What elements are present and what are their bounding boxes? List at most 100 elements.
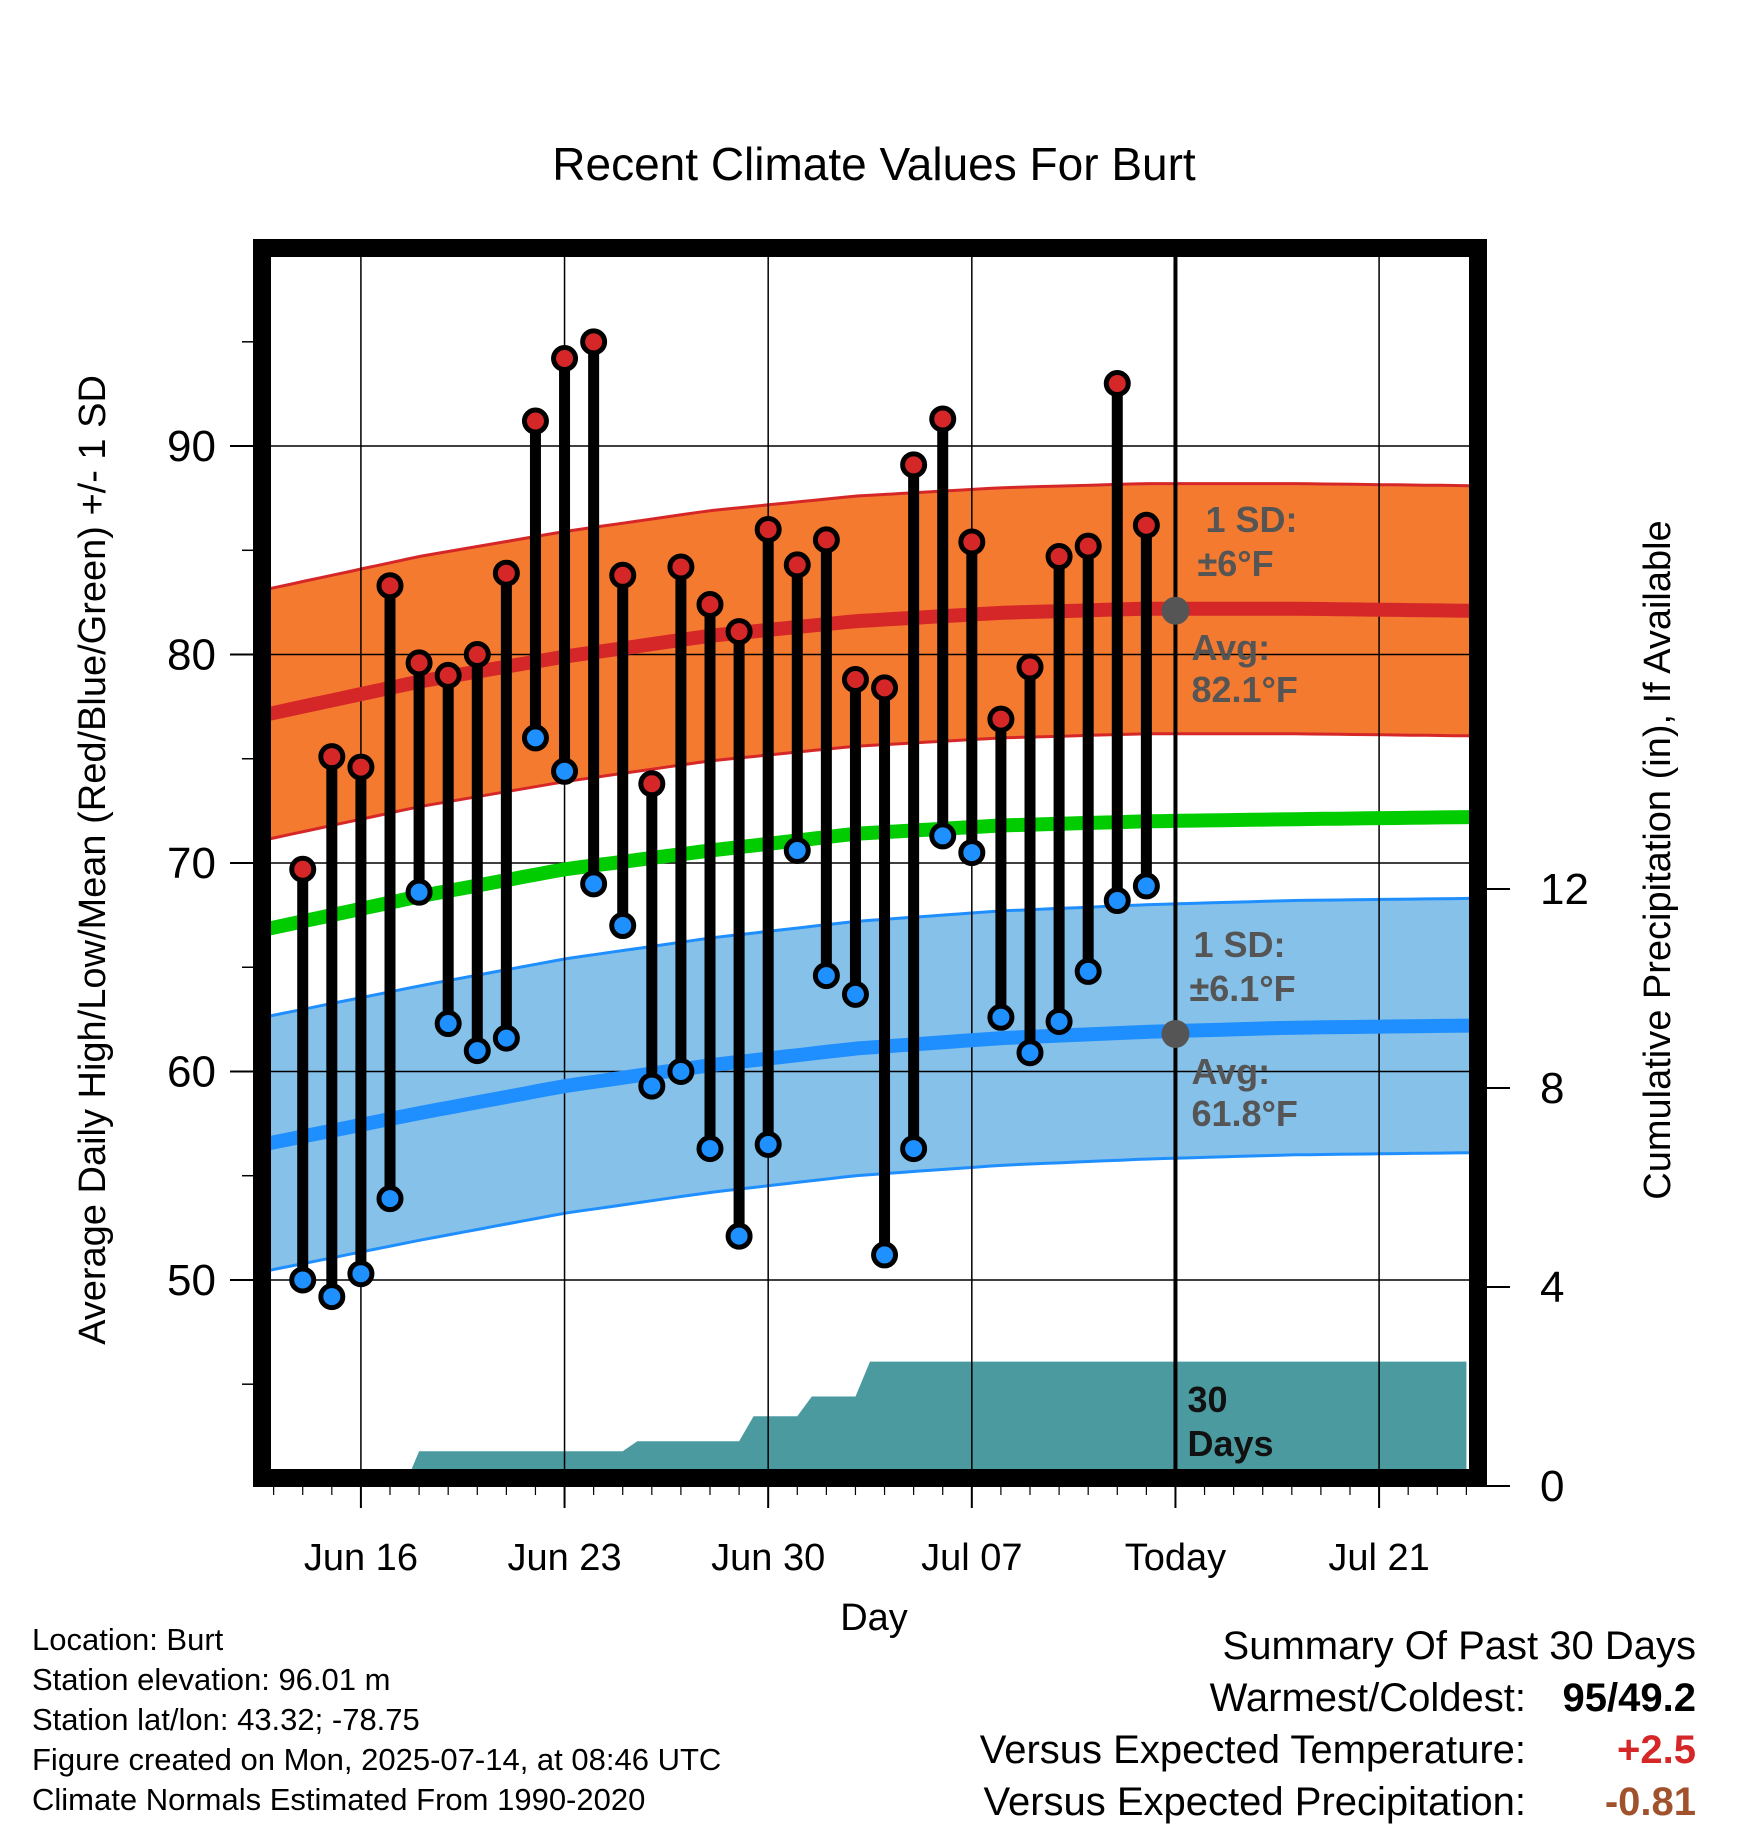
y-tick-label: 50 (167, 1256, 216, 1305)
summary-panel: Summary Of Past 30 Days Warmest/Coldest:… (980, 1620, 1696, 1828)
y-axis-label: Average Daily High/Low/Mean (Red/Blue/Gr… (72, 375, 114, 1345)
high-point (783, 551, 811, 579)
low-point (1016, 1039, 1044, 1067)
y2-tick-label: 8 (1540, 1064, 1564, 1113)
high-point (347, 753, 375, 781)
high-point (1016, 653, 1044, 681)
low-point (1045, 1007, 1073, 1035)
high-point (434, 661, 462, 689)
low-point (609, 912, 637, 940)
precip-departure-value: -0.81 (1604, 1780, 1696, 1824)
low-point (1074, 957, 1102, 985)
high-point (929, 405, 957, 433)
low-sd-label: 1 SD: (1193, 924, 1285, 965)
low-point (376, 1185, 404, 1213)
high-point (376, 572, 404, 600)
today-days-number: 30 (1187, 1379, 1227, 1420)
low-point (754, 1130, 782, 1158)
temp-departure-label: Versus Expected Temperature: (979, 1728, 1526, 1772)
y-tick-label: 70 (167, 839, 216, 888)
high-point (987, 705, 1015, 733)
warmest-coldest-value: 95/49.2 (1562, 1676, 1696, 1720)
temp-departure-row: Versus Expected Temperature: +2.5 (980, 1724, 1696, 1776)
high-point (812, 526, 840, 554)
high-point (638, 770, 666, 798)
high-point (580, 328, 608, 356)
high-point (725, 618, 753, 646)
x-axis-label: Day (840, 1597, 908, 1639)
high-point (492, 559, 520, 587)
high-point (1074, 532, 1102, 560)
low-point (463, 1037, 491, 1065)
high-sd-value: ±6°F (1197, 543, 1273, 584)
x-tick-label: Jun 16 (304, 1537, 418, 1579)
low-avg-marker (1161, 1019, 1190, 1048)
low-point (841, 980, 869, 1008)
low-point (434, 1010, 462, 1038)
chart-title: Recent Climate Values For Burt (552, 138, 1196, 190)
high-sd-label: 1 SD: (1205, 499, 1297, 540)
low-avg-label: Avg: (1191, 1051, 1270, 1092)
low-point (289, 1266, 317, 1294)
elevation-line: Station elevation: 96.01 m (32, 1662, 391, 1697)
summary-title: Summary Of Past 30 Days (1222, 1624, 1696, 1668)
low-point (347, 1260, 375, 1288)
high-point (1045, 543, 1073, 571)
x-tick-label: Jun 23 (507, 1537, 621, 1579)
x-tick-label: Jun 30 (711, 1537, 825, 1579)
low-point (492, 1024, 520, 1052)
today-days-label: Days (1187, 1423, 1273, 1464)
y-tick-label: 80 (167, 631, 216, 680)
low-point (929, 822, 957, 850)
high-point (289, 855, 317, 883)
low-point (638, 1072, 666, 1100)
low-point (667, 1057, 695, 1085)
low-point (521, 724, 549, 752)
high-point (900, 451, 928, 479)
x-tick-label: Today (1125, 1537, 1226, 1579)
low-point (958, 839, 986, 867)
low-point (551, 757, 579, 785)
high-point (609, 561, 637, 589)
high-point (521, 407, 549, 435)
low-point (783, 836, 811, 864)
precip-departure-label: Versus Expected Precipitation: (983, 1780, 1526, 1824)
plot-content (262, 248, 1478, 1478)
location-line: Location: Burt (32, 1622, 224, 1657)
low-point (580, 870, 608, 898)
high-point (1132, 511, 1160, 539)
x-tick-label: Jul 21 (1328, 1537, 1429, 1579)
high-point (667, 553, 695, 581)
y-tick-label: 90 (167, 422, 216, 471)
mean-normal-line (262, 810, 1470, 937)
high-point (958, 528, 986, 556)
low-point (812, 962, 840, 990)
high-sd-upper-edge (262, 482, 1470, 592)
high-avg-value: 82.1°F (1191, 669, 1297, 710)
low-point (405, 878, 433, 906)
high-point (841, 666, 869, 694)
y2-tick-label: 12 (1540, 865, 1589, 914)
low-sd-lower-edge (262, 1151, 1470, 1274)
high-point (696, 590, 724, 618)
latlon-line: Station lat/lon: 43.32; -78.75 (32, 1702, 420, 1737)
high-point (1103, 370, 1131, 398)
low-point (900, 1135, 928, 1163)
low-point (696, 1135, 724, 1163)
high-point (405, 649, 433, 677)
low-point (871, 1241, 899, 1269)
low-avg-value: 61.8°F (1191, 1093, 1297, 1134)
high-point (463, 641, 491, 669)
created-line: Figure created on Mon, 2025-07-14, at 08… (32, 1742, 722, 1777)
low-normal-line (262, 1018, 1470, 1152)
high-normal-line (262, 601, 1470, 723)
high-avg-label: Avg: (1191, 627, 1270, 668)
precip-departure-row: Versus Expected Precipitation: -0.81 (980, 1776, 1696, 1828)
normals-line: Climate Normals Estimated From 1990-2020 (32, 1782, 646, 1817)
plot-frame (253, 239, 1487, 1487)
low-sd-upper-edge (262, 896, 1470, 1019)
y2-tick-label: 4 (1540, 1263, 1564, 1312)
high-point (318, 743, 346, 771)
